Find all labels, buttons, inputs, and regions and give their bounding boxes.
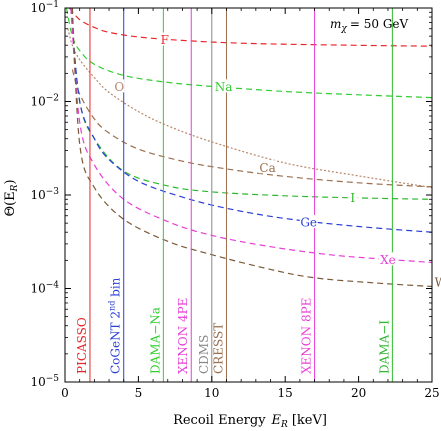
x-axis-label-symbol: E [271,413,282,428]
series-label-f: F [161,33,169,47]
curve-na [65,8,432,99]
y-axis-label-subscript: R [10,184,20,192]
series-label-w: W [435,275,441,289]
y-tick-label: 10−1 [30,0,59,15]
series-labels-group: F Na O Ca I Ge Xe W [114,32,441,289]
curve-w [71,8,432,288]
y-tick-label: 10−5 [30,374,59,389]
threshold-label-dama-na: DAMA−Na [148,307,162,374]
curve-xe [70,8,432,263]
ticks-group: 0 5 10 15 20 25 10−5 10−4 10−3 10−2 10−1 [30,0,439,400]
threshold-label-xenon-4pe: XENON 4PE [176,298,190,374]
y-tick-label: 10−2 [30,94,59,109]
y-axis-label-close: ) [3,179,18,184]
experiment-lines-group: PICASSO CoGeNT 2nd bin DAMA−Na XENON 4PE CDM… [75,8,393,382]
curve-o [67,28,432,189]
x-tick-label: 15 [278,386,293,400]
x-axis-label-subscript: R [280,420,288,430]
series-label-ge: Ge [300,215,317,229]
threshold-label-picasso: PICASSO [75,317,89,374]
annotation-subscript: χ [340,24,347,34]
curve-ge [70,8,432,233]
x-axis-label-unit: [keV] [292,413,327,428]
curves-group [65,8,432,288]
x-tick-label: 25 [424,386,439,400]
x-tick-label: 0 [61,386,69,400]
x-tick-label: 20 [351,386,366,400]
x-axis-label: Recoil Energy ER [keV] [173,413,327,430]
annotation-value: = 50 GeV [350,17,409,31]
x-axis-label-text: Recoil Energy [173,413,266,428]
annotation-mass: mχ = 50 GeV [330,17,409,34]
x-tick-label: 10 [204,386,219,400]
x-tick-label: 5 [135,386,143,400]
y-axis-label: Θ(ER) [3,179,20,216]
y-tick-label: 10−3 [30,187,59,202]
threshold-label-cresst: CRESST [212,323,226,374]
series-label-i: I [350,191,355,205]
series-label-na: Na [215,80,233,94]
y-tick-label: 10−4 [30,281,59,296]
threshold-label-cogent-2: CoGeNT 2nd bin [108,277,123,374]
series-label-xe: Xe [380,253,396,267]
curve-ca [71,69,432,188]
series-label-ca: Ca [259,161,275,175]
y-axis-label-text: Θ(E [3,191,18,216]
threshold-label-dama-i: DAMA−I [377,320,391,374]
annotation-symbol: m [330,17,341,31]
threshold-label-cdms: CDMS [197,335,211,374]
threshold-label-xenon-8pe: XENON 8PE [300,298,314,374]
series-label-o: O [114,80,124,94]
